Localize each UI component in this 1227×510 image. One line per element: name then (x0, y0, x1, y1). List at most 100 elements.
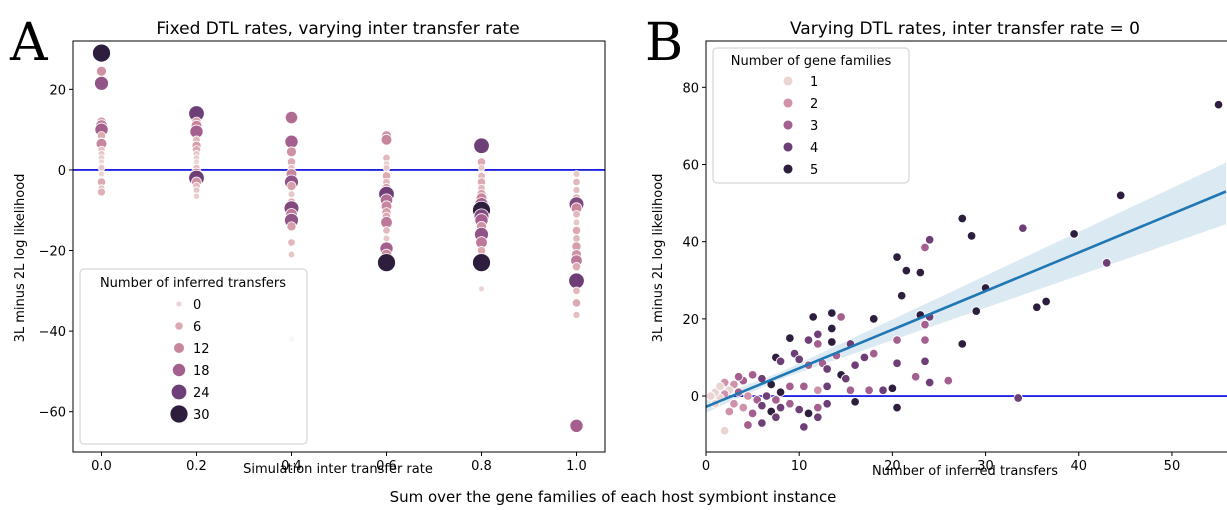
panel-b-point (920, 242, 930, 253)
panel-a-point (571, 262, 582, 272)
panel-b-point (785, 333, 795, 343)
panel-a-xtick-label: 1.0 (566, 459, 587, 474)
panel-b-point (733, 371, 744, 382)
panel-a-point (286, 146, 297, 158)
panel-b-point (827, 337, 837, 347)
panel-a-point (97, 164, 106, 172)
panel-b-point (1213, 99, 1224, 110)
panel-b-xlabel: Number of inferred transfers (872, 464, 1058, 479)
panel-a-letter: A (9, 13, 49, 73)
panel-b-point (892, 252, 902, 262)
panel-a-legend-label: 0 (193, 298, 201, 313)
panel-a-legend-marker (171, 362, 186, 377)
panel-a-point (571, 298, 582, 308)
panel-a-xtick-label: 0.6 (376, 459, 397, 474)
panel-a-legend-label: 18 (193, 364, 210, 379)
panel-b-point (841, 373, 851, 384)
panel-b-point (957, 213, 968, 224)
panel-a-point (473, 137, 490, 154)
panel-b-point (850, 397, 860, 407)
panel-b-point (1041, 296, 1051, 307)
panel-b-point (738, 402, 749, 413)
panel-a-point (382, 234, 391, 243)
panel-a-point (96, 65, 107, 77)
panel-a-legend-label: 24 (193, 386, 210, 401)
panel-b-points (705, 99, 1224, 436)
panel-b-point (799, 422, 809, 432)
panel-b-point (864, 385, 874, 396)
panel-a-legend-box (79, 268, 308, 445)
panel-b-point (924, 234, 935, 245)
panel-b-confidence-band (706, 162, 1226, 413)
panel-a-point (286, 181, 297, 192)
panel-b-point (943, 375, 954, 386)
panel-b-point (775, 356, 786, 367)
panel-b-point (966, 231, 977, 241)
panel-b-legend-label: 2 (810, 97, 818, 112)
panel-b-xtick-label: 30 (977, 459, 994, 474)
panel-b-point (785, 381, 795, 392)
panel-b-regression-line (705, 190, 1227, 409)
panel-b-point (896, 290, 907, 301)
panel-b-legend-marker (782, 75, 794, 87)
panel-a-point (572, 186, 581, 195)
panel-a-legend-marker (175, 300, 183, 308)
panel-a-legend-label: 12 (193, 342, 210, 357)
panel-a-point (284, 134, 299, 149)
panel-a-legend-marker (173, 342, 185, 354)
panel-b-title: Varying DTL rates, inter transfer rate =… (790, 19, 1140, 39)
panel-b-legend-marker (782, 97, 794, 109)
panel-b-legend-label: 4 (810, 141, 818, 156)
panel-a: A Fixed DTL rates, varying inter transfe… (9, 13, 606, 477)
panel-b-point (892, 402, 902, 413)
panel-b-point (747, 408, 758, 419)
panel-b-point (771, 412, 781, 423)
panel-a-point (287, 238, 296, 247)
panel-b-point (729, 399, 739, 409)
panel-a-point (571, 225, 582, 235)
panel-b-point (924, 377, 935, 388)
panel-b-point (803, 408, 814, 419)
panel-b-point (747, 370, 758, 380)
panel-b-point (808, 312, 818, 322)
panel-b-point (822, 399, 832, 409)
panel-a-point (572, 210, 581, 219)
panel-a-xtick-label: 0.2 (186, 459, 207, 474)
panel-b-legend-label: 3 (810, 119, 818, 134)
panel-b-point (827, 323, 837, 334)
panel-b-ytick-label: 0 (691, 390, 699, 405)
panel-b-point (822, 364, 832, 374)
panel-b-point (887, 383, 898, 394)
panel-b-point (761, 391, 772, 401)
panel-b-point (794, 404, 804, 415)
panel-b-point (719, 426, 730, 436)
panel-b-point (757, 418, 767, 428)
panel-a-point (478, 285, 485, 293)
panel-a-point (382, 226, 391, 235)
panel-b-point (757, 400, 767, 411)
panel-b-point (836, 312, 846, 322)
panel-a-point (572, 286, 581, 296)
panel-a-point (98, 170, 105, 178)
panel-b-letter: B (645, 13, 683, 73)
panel-b-point (920, 319, 930, 330)
panel-b-point (822, 381, 832, 392)
panel-a-points (92, 43, 585, 433)
panel-b-point (901, 265, 912, 276)
panel-b-point (771, 395, 781, 405)
panel-b-point (845, 385, 856, 396)
panel-b-point (794, 354, 804, 365)
panel-a-ticks: 0.0 0.2 0.4 0.6 0.8 1.0 −60 −40 −20 0 20 (39, 83, 587, 474)
panel-b-xtick-label: 0 (702, 459, 710, 474)
panel-b-xtick-label: 20 (884, 459, 901, 474)
panel-b-point (892, 335, 902, 345)
panel-a-point (572, 177, 581, 187)
panel-b-point (957, 339, 968, 349)
panel-b-point (743, 420, 753, 430)
panel-a-legend-marker (169, 404, 189, 424)
panel-b-legend-marker (782, 141, 794, 153)
panel-b-ticks: 0 10 20 30 40 50 0 20 40 60 80 (682, 81, 1180, 474)
panel-b-point (910, 371, 921, 382)
panel-b-xtick-label: 10 (791, 459, 808, 474)
